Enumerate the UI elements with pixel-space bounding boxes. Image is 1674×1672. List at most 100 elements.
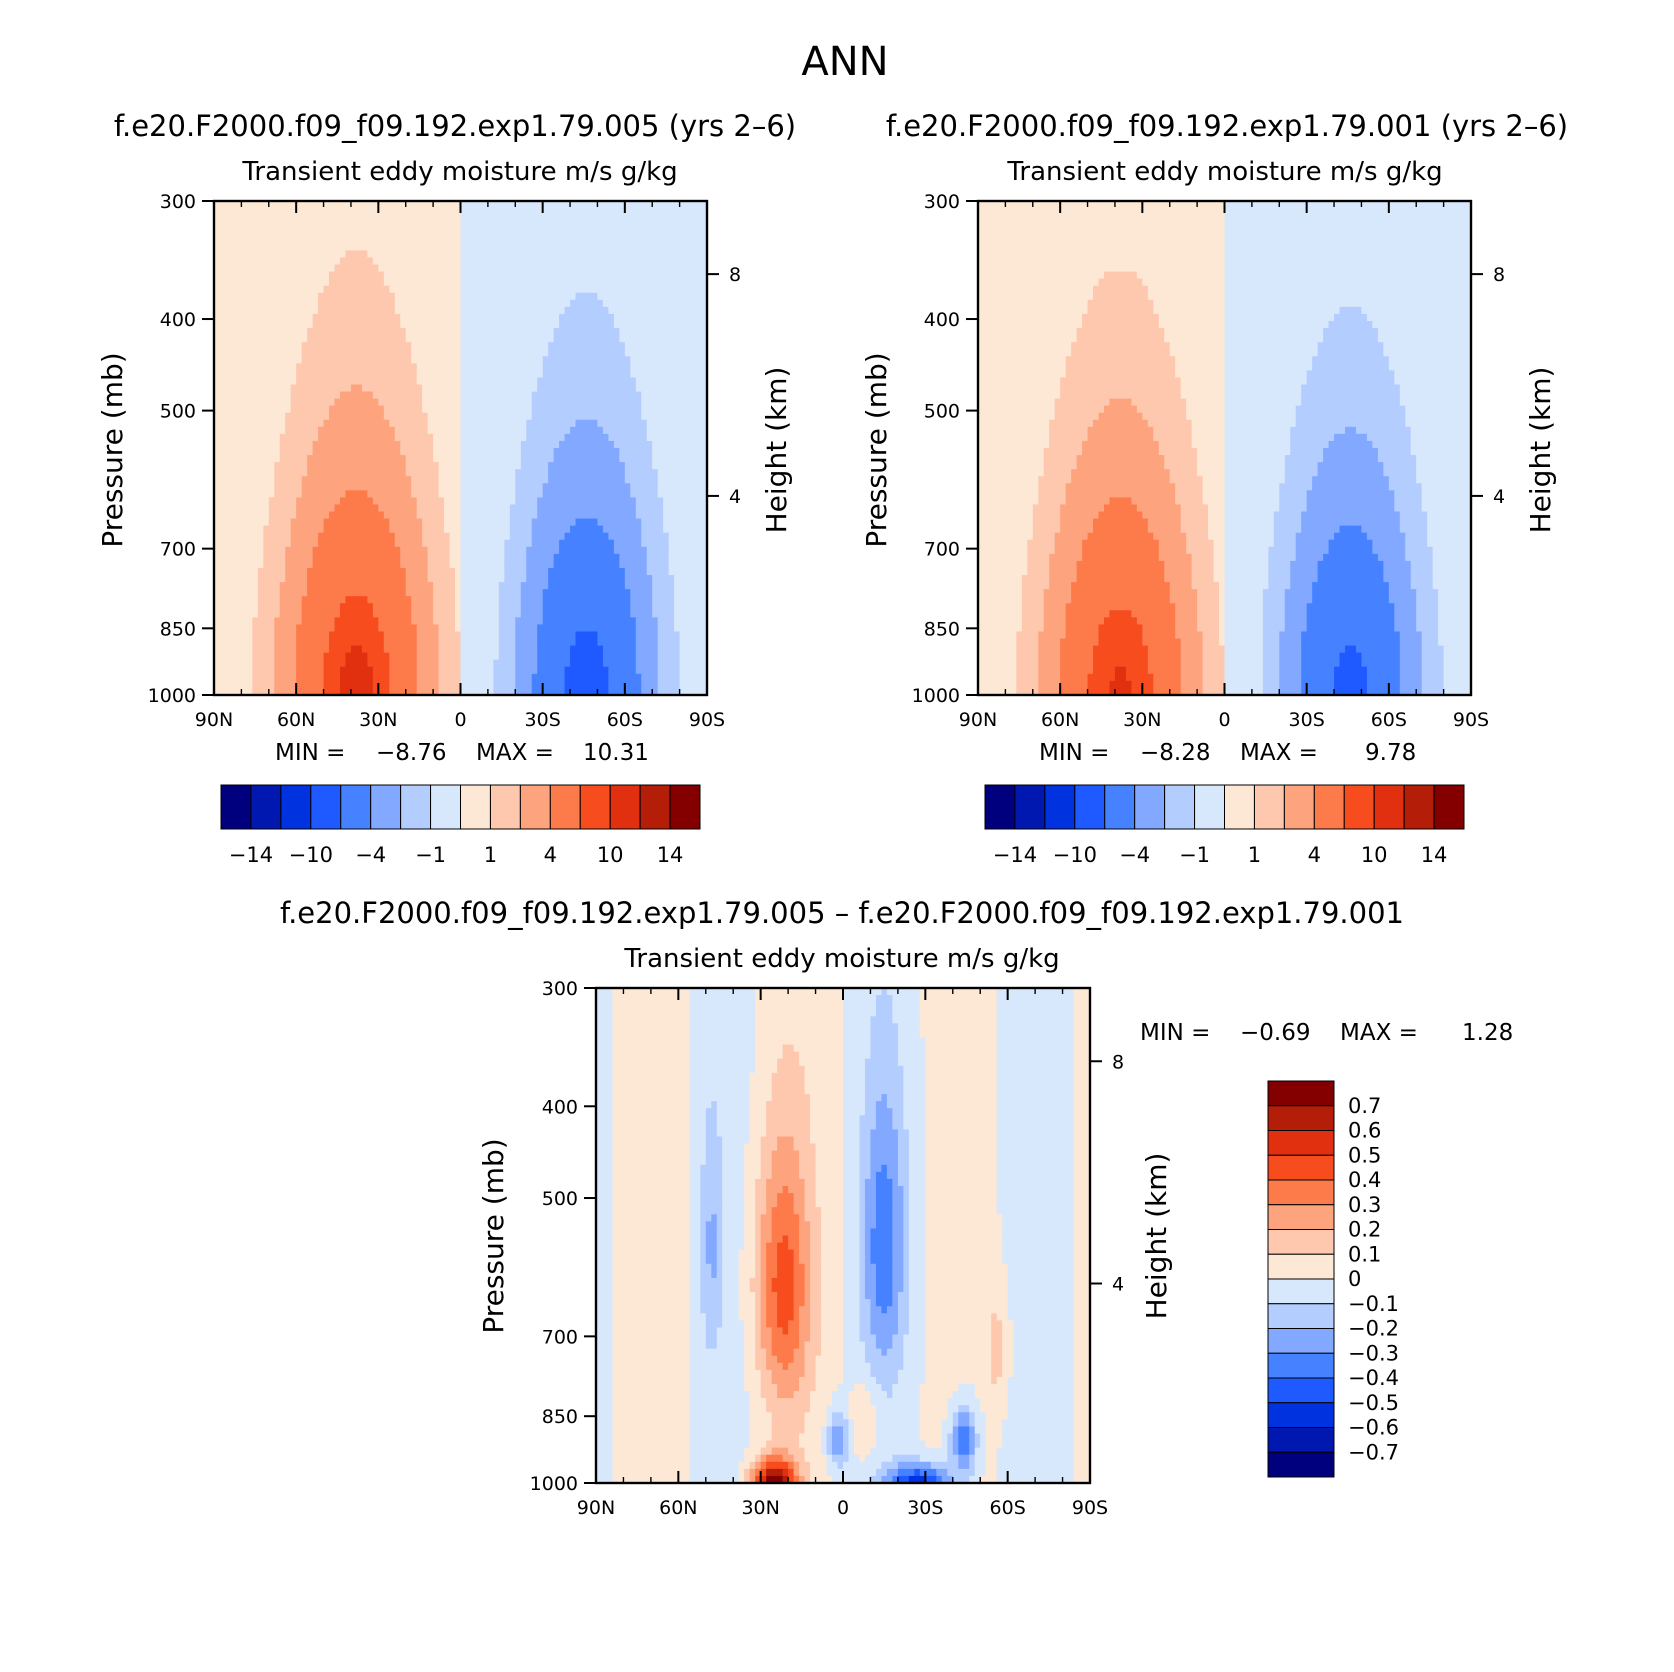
contour-cell [350,208,358,216]
contour-cell [602,356,609,364]
contour-cell [433,335,440,343]
contour-cell [602,405,609,414]
contour-cell [416,426,423,435]
contour-cell [696,299,703,308]
contour-cell [389,377,396,386]
contour-cell [548,546,555,555]
contour-cell [537,462,544,470]
contour-cell [438,405,445,414]
contour-cell [252,328,259,336]
contour-cell [301,328,308,336]
contour-cell [575,582,582,590]
contour-cell [252,398,259,407]
contour-cell [542,236,549,244]
contour-cell [630,349,637,357]
contour-cell [296,553,303,562]
contour-cell [581,335,588,343]
contour-cell [279,398,286,407]
contour-cell [455,236,462,244]
contour-cell [575,419,582,428]
contour-cell [520,553,527,562]
contour-cell [619,222,626,230]
contour-cell [504,560,511,569]
contour-cell [531,236,538,244]
contour-cell [394,476,401,484]
contour-cell [339,511,347,520]
contour-cell [624,483,631,491]
contour-cell [690,292,697,301]
contour-cell [493,511,500,520]
contour-cell [602,497,609,506]
contour-cell [526,201,533,209]
contour-cell [455,342,462,350]
contour-cell [482,511,489,520]
contour-cell [416,532,423,541]
contour-cell [701,377,708,386]
contour-cell [657,285,664,294]
contour-cell [219,518,226,527]
contour-cell [690,546,697,555]
contour-cell [635,532,642,541]
contour-cell [668,426,675,435]
contour-cell [646,398,653,407]
contour-cell [674,497,681,506]
contour-cell [597,208,604,216]
contour-cell [279,328,286,336]
contour-cell [268,285,275,294]
contour-cell [520,546,527,555]
contour-cell [586,306,593,315]
contour-cell [460,250,467,259]
contour-cell [548,328,555,336]
contour-cell [591,222,599,230]
contour-cell [241,575,248,583]
contour-cell [246,313,253,322]
contour-cell [696,532,703,541]
contour-cell [696,525,703,534]
contour-cell [214,243,221,251]
contour-cell [367,405,374,414]
contour-cell [526,335,533,343]
contour-cell [433,306,440,315]
contour-cell [685,553,692,562]
contour-cell [635,370,642,379]
contour-cell [268,511,275,520]
contour-cell [608,462,615,470]
contour-cell [356,313,363,322]
contour-cell [630,553,637,562]
contour-cell [433,567,440,576]
contour-cell [416,440,423,449]
contour-cell [460,292,467,301]
contour-cell [570,504,577,513]
contour-cell [487,328,494,336]
contour-cell [515,215,522,223]
contour-cell [285,229,292,237]
contour-cell [263,236,270,244]
contour-cell [224,342,232,350]
contour-cell [263,320,270,329]
contour-cell [663,201,670,209]
contour-cell [444,363,451,371]
contour-cell [378,328,385,336]
contour-cell [608,546,615,555]
contour-cell [307,405,314,414]
contour-cell [411,377,418,386]
contour-cell [307,292,314,301]
contour-cell [318,504,325,513]
contour-cell [361,497,368,506]
contour-cell [465,433,473,442]
contour-cell [389,483,396,491]
contour-cell [345,405,352,414]
contour-cell [564,342,571,350]
contour-cell [438,589,445,597]
contour-cell [356,567,363,576]
contour-cell [334,448,341,456]
contour-cell [274,384,281,393]
contour-cell [279,243,286,251]
contour-cell [323,292,330,301]
contour-cell [301,250,308,259]
contour-cell [372,342,379,350]
contour-cell [619,356,626,364]
contour-cell [564,553,571,562]
contour-cell [230,455,237,463]
contour-cell [591,391,599,400]
